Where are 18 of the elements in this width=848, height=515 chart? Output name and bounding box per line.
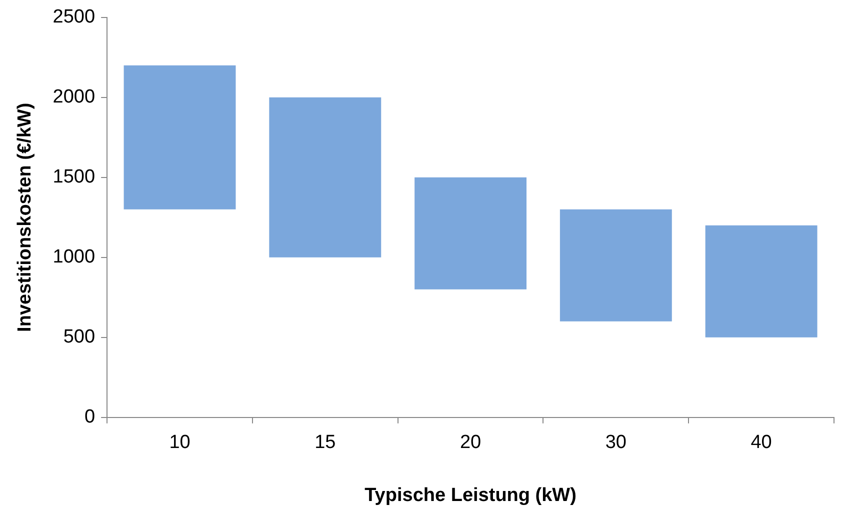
bar xyxy=(705,225,818,338)
x-axis-title: Typische Leistung (kW) xyxy=(364,484,576,506)
x-tick-label: 15 xyxy=(314,432,336,454)
y-tick-label: 2500 xyxy=(52,6,96,28)
x-tick-label: 30 xyxy=(605,432,626,454)
bar xyxy=(124,65,236,210)
x-tick-label: 20 xyxy=(460,432,482,454)
bar xyxy=(560,209,672,322)
y-tick-label: 1500 xyxy=(52,166,96,188)
x-tick-label: 40 xyxy=(750,432,772,454)
y-tick-label: 500 xyxy=(63,326,96,348)
x-tick-label: 10 xyxy=(169,432,190,454)
bar xyxy=(269,97,382,258)
y-axis-title: Investitionskosten (€/kW) xyxy=(14,102,36,332)
y-tick-label: 2000 xyxy=(52,86,96,108)
bar xyxy=(414,177,527,290)
y-tick-label: 0 xyxy=(84,406,96,428)
y-tick-label: 1000 xyxy=(52,246,96,268)
